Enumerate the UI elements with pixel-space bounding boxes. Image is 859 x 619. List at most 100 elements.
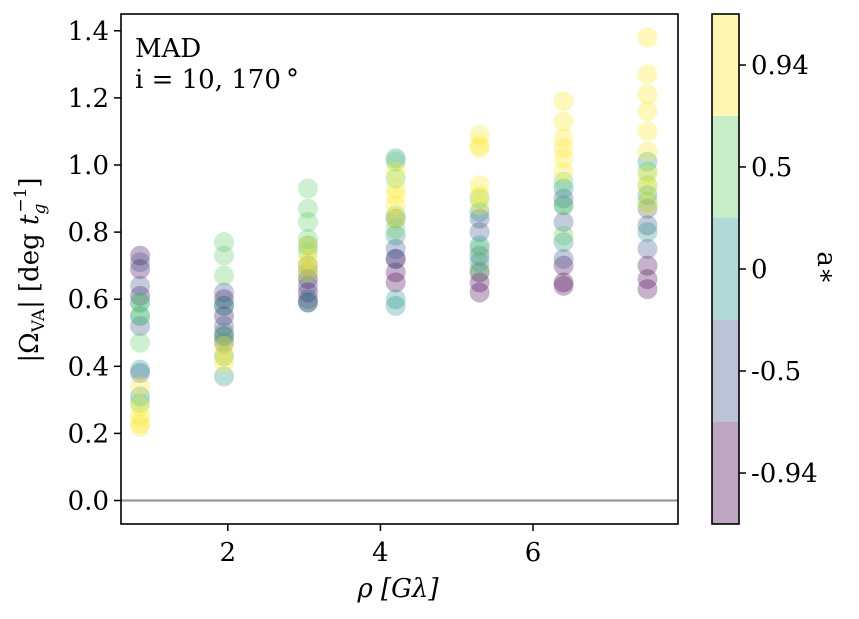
colorbar: 0.94 0.5 0 -0.5 -0.94 [711, 13, 818, 525]
colorbar-tick-label: 0.94 [751, 51, 809, 81]
data-point [214, 265, 235, 286]
data-point [385, 148, 406, 169]
data-point [469, 238, 490, 259]
data-point [385, 168, 406, 189]
data-point [469, 222, 490, 243]
y-label-t-sup: −1 [11, 188, 31, 213]
data-point [385, 178, 406, 199]
colorbar-frame [711, 13, 740, 525]
data-point [385, 295, 406, 316]
data-point [553, 275, 574, 296]
colorbar-band [712, 218, 739, 320]
data-point [214, 295, 235, 316]
data-point [214, 332, 235, 353]
data-point [214, 329, 235, 350]
y-tick-label: 0.0 [68, 487, 109, 517]
data-point [637, 255, 658, 276]
data-point [214, 232, 235, 253]
data-point [553, 178, 574, 199]
data-point [469, 259, 490, 279]
data-point [469, 185, 490, 206]
y-axis-ticks: 0.0 0.2 0.4 0.6 0.8 1.0 1.2 1.4 [68, 17, 121, 517]
data-point [385, 289, 406, 310]
data-point [469, 272, 490, 293]
data-point [214, 346, 235, 367]
data-point [385, 208, 406, 229]
y-label-t-sub: g [30, 204, 50, 215]
data-point [130, 252, 151, 273]
data-point [385, 218, 406, 239]
data-point [637, 195, 658, 216]
x-tick-label: 4 [372, 538, 389, 568]
data-point [297, 255, 318, 276]
y-tick-label: 1.2 [68, 84, 109, 114]
data-point [553, 212, 574, 233]
data-point [469, 245, 490, 266]
data-point [130, 245, 151, 266]
data-point [637, 191, 658, 212]
data-point [553, 138, 574, 159]
x-tick-label: 6 [525, 538, 542, 568]
data-point [385, 151, 406, 172]
data-point [297, 275, 318, 296]
data-point [637, 238, 658, 259]
data-point [214, 346, 235, 367]
data-point [637, 161, 658, 182]
data-point [469, 252, 490, 273]
annotation-model: MAD [135, 34, 201, 64]
data-point [297, 235, 318, 256]
data-point [385, 262, 406, 283]
y-label-unit-close: ] [15, 177, 45, 187]
data-point [637, 64, 658, 85]
data-point [553, 255, 574, 276]
data-point [553, 171, 574, 192]
y-tick-label: 1.4 [68, 17, 109, 47]
scatter-points-layer [130, 27, 658, 437]
data-point [297, 292, 318, 313]
data-point [214, 326, 235, 347]
data-point [385, 185, 406, 206]
data-point [637, 141, 658, 162]
data-point [130, 416, 151, 437]
data-point [130, 386, 151, 407]
data-point [214, 366, 235, 387]
data-point [214, 295, 235, 316]
annotation-inclination: i = 10, 170 ° [135, 65, 299, 95]
data-point [553, 225, 574, 246]
data-point [130, 359, 151, 380]
data-point [297, 262, 318, 283]
data-point [130, 292, 151, 313]
data-point [637, 279, 658, 300]
colorbar-band [712, 320, 739, 422]
y-tick-label: 0.6 [68, 285, 109, 315]
data-point [297, 282, 318, 303]
data-point [130, 259, 151, 279]
colorbar-tick-label: 0 [751, 255, 768, 285]
data-point [130, 305, 151, 326]
data-point [385, 248, 406, 269]
data-point [637, 101, 658, 122]
data-point [469, 124, 490, 145]
data-point [214, 336, 235, 357]
data-point [637, 185, 658, 206]
colorbar-band [712, 116, 739, 218]
data-point [553, 232, 574, 253]
y-label-unit-open: [deg [15, 225, 45, 292]
data-point [130, 292, 151, 313]
y-tick-label: 0.2 [68, 419, 109, 449]
colorbar-tick-label: -0.94 [751, 459, 818, 489]
colorbar-tick-label: 0.5 [751, 153, 792, 183]
data-point [469, 208, 490, 229]
data-point [469, 201, 490, 222]
y-label-t: t [15, 214, 45, 225]
colorbar-band [712, 422, 739, 524]
data-point [130, 363, 151, 384]
data-point [553, 128, 574, 149]
data-point [553, 195, 574, 216]
data-point [385, 208, 406, 229]
data-point [297, 212, 318, 233]
data-point [297, 248, 318, 269]
data-point [214, 352, 235, 373]
data-point [297, 292, 318, 313]
